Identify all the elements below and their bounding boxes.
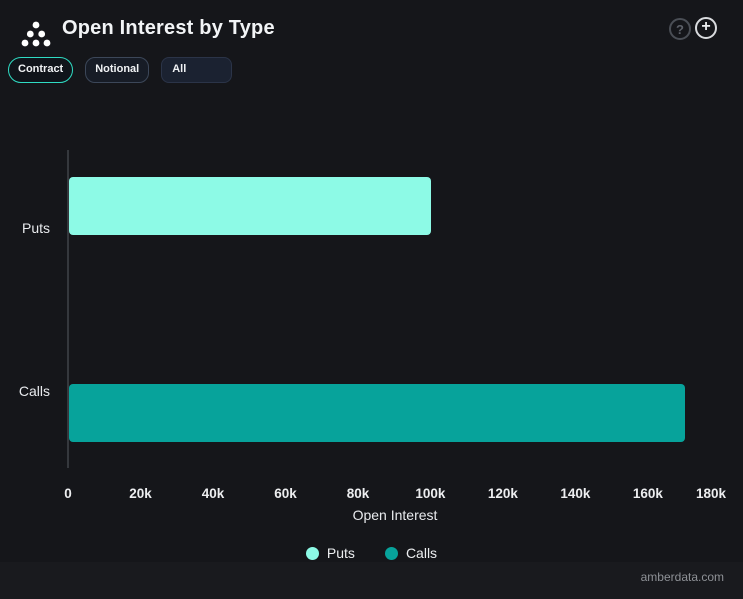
- x-tick-label: 60k: [274, 486, 297, 501]
- y-axis-line: [67, 150, 69, 468]
- x-axis-title: Open Interest: [352, 507, 438, 523]
- legend-label: Calls: [405, 545, 438, 561]
- x-tick-label: 160k: [632, 486, 663, 501]
- x-tick-label: 180k: [695, 486, 727, 501]
- legend-swatch-icon: [305, 546, 319, 560]
- x-tick-label: 40k: [201, 486, 225, 501]
- legend-swatch-icon: [384, 546, 398, 560]
- x-tick-label: 0: [64, 486, 72, 501]
- x-tick-label: 120k: [487, 486, 518, 501]
- chart-controls: Contract Notional All: [8, 57, 233, 83]
- help-icon[interactable]: ?: [669, 18, 691, 40]
- cluster-dots-icon: [21, 21, 51, 47]
- footer-bar: amberdata.com: [0, 562, 743, 599]
- add-icon[interactable]: +: [695, 17, 717, 39]
- x-tick-label: 140k: [560, 486, 591, 501]
- x-tick-label: 20k: [129, 486, 152, 501]
- watermark: amberdata.com: [640, 570, 724, 584]
- contract-toggle-button[interactable]: Contract: [8, 57, 74, 83]
- question-mark-glyph: ?: [676, 21, 684, 37]
- y-axis-label-calls: Calls: [18, 383, 50, 399]
- type-filter-select[interactable]: All: [161, 57, 233, 83]
- y-axis-label-puts: Puts: [21, 220, 50, 236]
- bar-calls[interactable]: [69, 384, 686, 442]
- chart-legend: Puts Calls: [0, 545, 743, 561]
- bar-puts[interactable]: [69, 177, 432, 235]
- notional-toggle-button[interactable]: Notional: [85, 57, 150, 83]
- legend-item-puts[interactable]: Puts: [305, 545, 355, 561]
- legend-label: Puts: [326, 545, 355, 561]
- x-tick-label: 100k: [415, 486, 446, 501]
- page-title: Open Interest by Type: [62, 17, 275, 39]
- legend-item-calls[interactable]: Calls: [384, 545, 438, 561]
- x-tick-label: 80k: [346, 486, 370, 501]
- plus-glyph: +: [701, 18, 711, 35]
